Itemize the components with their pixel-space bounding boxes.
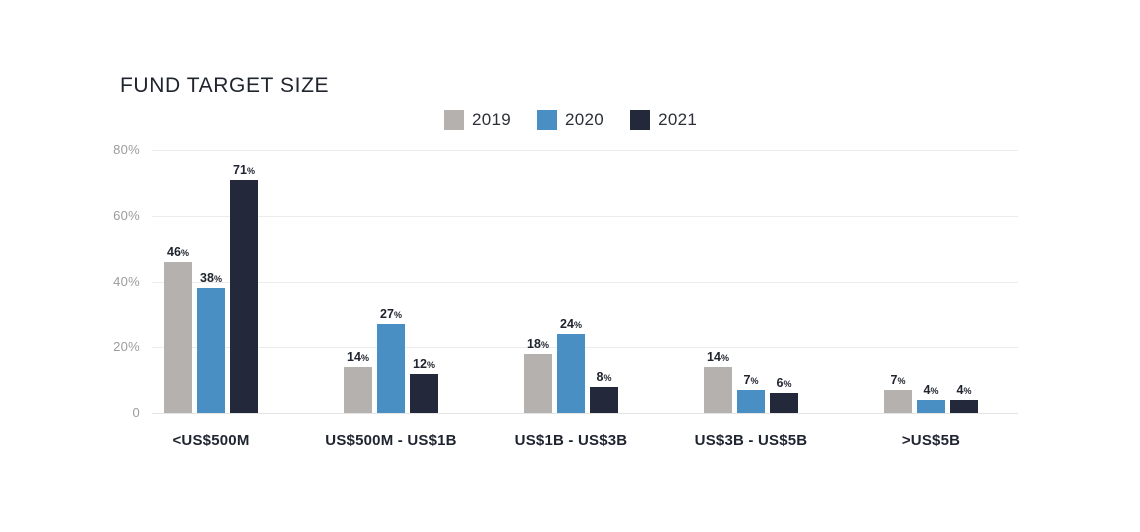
legend-swatch-icon — [630, 110, 651, 130]
bar-value-label: 14% — [707, 350, 729, 364]
bar-value-label: 14% — [347, 350, 369, 364]
bar-group: 14% 7% 6% US$3B - US$5B — [695, 150, 807, 449]
bar-2019 — [704, 367, 732, 413]
legend-item-2019: 2019 — [444, 110, 511, 130]
bar-group: 7% 4% 4% >US$5B — [884, 150, 978, 449]
bar-2020 — [377, 324, 405, 413]
gridline-60 — [152, 215, 1018, 217]
bar-2021 — [770, 393, 798, 413]
legend-label: 2021 — [658, 110, 698, 129]
bar-value-label: 6% — [776, 376, 792, 390]
bar-2020 — [917, 400, 945, 413]
gridline-40 — [152, 281, 1018, 283]
category-label: <US$500M — [172, 432, 250, 449]
legend-swatch-icon — [444, 110, 464, 130]
bar-value-label: 7% — [743, 373, 759, 387]
chart-title: FUND TARGET SIZE — [120, 74, 330, 97]
legend-label: 2020 — [565, 110, 605, 129]
y-tick-label: 0 — [132, 405, 140, 420]
legend-swatch-icon — [537, 110, 558, 130]
bar-2021 — [410, 374, 438, 413]
bar-2021 — [950, 400, 978, 413]
gridline-80 — [152, 150, 1018, 151]
legend-item-2020: 2020 — [537, 110, 604, 130]
bar-value-label: 4% — [923, 383, 939, 397]
bar-value-label: 18% — [527, 337, 549, 351]
bar-value-label: 12% — [413, 357, 435, 371]
bar-2019 — [344, 367, 372, 413]
y-axis-labels: 80% 60% 40% 20% 0 — [90, 142, 146, 420]
y-tick-label: 40% — [113, 273, 140, 289]
bar-2020 — [737, 390, 765, 413]
bar-value-label: 71% — [233, 163, 255, 177]
bar-value-label: 38% — [200, 271, 222, 285]
bar-value-label: 7% — [890, 373, 906, 387]
legend-label: 2019 — [472, 110, 512, 129]
y-tick-label: 60% — [113, 207, 140, 223]
bar-value-label: 46% — [167, 245, 189, 259]
bar-value-label: 27% — [380, 307, 402, 321]
category-label: US$500M - US$1B — [325, 432, 457, 449]
gridline-20 — [152, 347, 1018, 349]
bar-2019 — [164, 262, 192, 413]
gridline-0 — [152, 413, 1018, 414]
plot-area: 46% 38% 71% <US$500M 14% 27% 12% US$500M - US$1… — [152, 150, 1018, 449]
bar-2020 — [557, 334, 585, 413]
category-label: >US$5B — [901, 432, 961, 449]
bar-2020 — [197, 288, 225, 413]
bar-2019 — [884, 390, 912, 413]
y-tick-label: 20% — [113, 339, 140, 355]
bar-value-label: 24% — [560, 317, 582, 331]
bar-2021 — [230, 180, 258, 413]
bar-group: 18% 24% 8% US$1B - US$3B — [515, 150, 627, 449]
bar-2021 — [590, 387, 618, 413]
bar-value-label: 8% — [596, 370, 612, 384]
category-label: US$3B - US$5B — [694, 432, 808, 449]
category-label: US$1B - US$3B — [514, 432, 628, 449]
bar-group: 14% 27% 12% US$500M - US$1B — [325, 150, 456, 449]
bar-value-label: 4% — [956, 383, 972, 397]
y-tick-label: 80% — [113, 142, 140, 157]
bar-group: 46% 38% 71% <US$500M — [164, 150, 258, 449]
legend: 2019 2020 2021 — [444, 110, 697, 130]
legend-item-2021: 2021 — [630, 110, 697, 130]
bar-2019 — [524, 354, 552, 413]
